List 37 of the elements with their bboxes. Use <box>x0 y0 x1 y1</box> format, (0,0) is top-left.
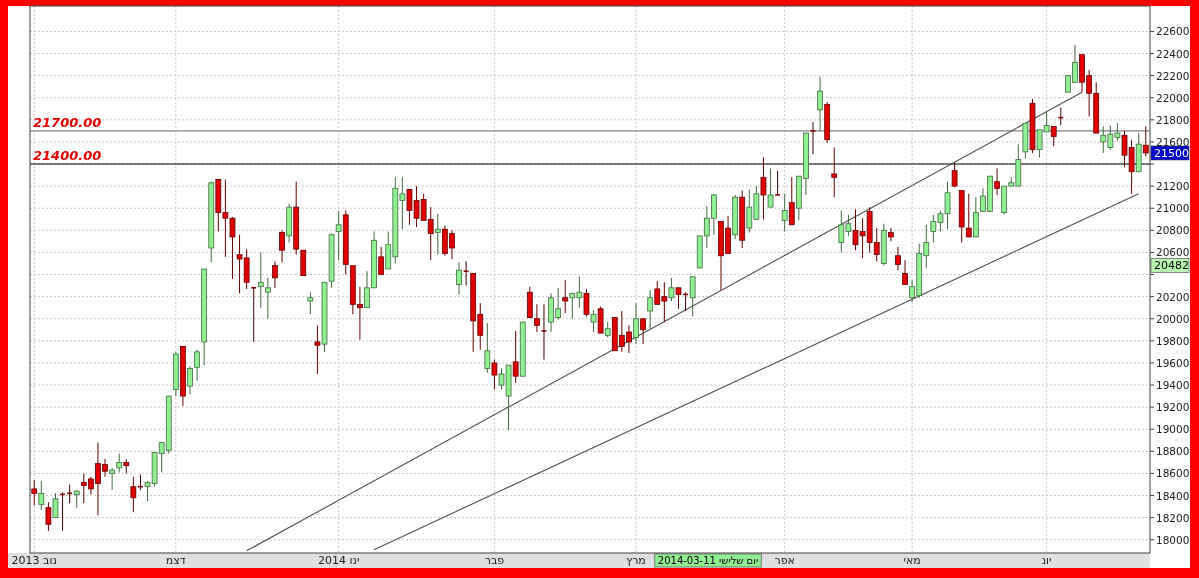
x-tick-label: מרץ <box>626 554 646 567</box>
annotation: 20482 <box>1154 259 1189 273</box>
y-tick-label: 22400 <box>1156 47 1190 60</box>
y-tick-label: 19800 <box>1156 334 1190 347</box>
y-tick-label: 18600 <box>1156 467 1190 480</box>
y-tick-label: 19000 <box>1156 423 1190 436</box>
x-tick-label: מאי <box>903 554 921 567</box>
y-tick-label: 20800 <box>1156 224 1190 237</box>
y-tick-label: 20000 <box>1156 312 1190 325</box>
x-tick-label: דצמ <box>165 554 186 567</box>
annotation: 20482 <box>1150 258 1190 273</box>
y-tick-label: 19400 <box>1156 379 1190 392</box>
x-tick-label: ינו 2014 <box>317 554 360 567</box>
x-tick-label: פבר <box>484 554 505 567</box>
y-tick-label: 18000 <box>1156 533 1190 546</box>
y-tick-label: 21200 <box>1156 180 1190 193</box>
y-tick-label: 18400 <box>1156 489 1190 502</box>
x-tick-label: נוב 2013 <box>11 554 57 567</box>
y-tick-label: 22600 <box>1156 25 1190 38</box>
annotation: 21500 <box>1150 145 1190 161</box>
y-tick-label: 22200 <box>1156 69 1190 82</box>
ref-line-label: 21400.00 <box>33 148 102 164</box>
x-tick-label: אפר <box>774 554 795 567</box>
y-tick-label: 20200 <box>1156 290 1190 303</box>
y-tick-label: 21000 <box>1156 202 1190 215</box>
y-tick-label: 20600 <box>1156 246 1190 259</box>
y-tick-label: 18800 <box>1156 445 1190 458</box>
y-tick-label: 19600 <box>1156 356 1190 369</box>
y-tick-label: 21600 <box>1156 135 1190 148</box>
y-tick-label: 21800 <box>1156 113 1190 126</box>
y-tick-label: 19200 <box>1156 401 1190 414</box>
annotation: 21500 <box>1154 146 1189 160</box>
ref-line-label: 21700.00 <box>33 114 102 130</box>
y-tick-label: 22000 <box>1156 91 1190 104</box>
x-tick-label: יונ <box>1041 554 1052 567</box>
y-tick-label: 18200 <box>1156 511 1190 524</box>
annotation: יום שלישי 2014-03-11 <box>654 553 762 568</box>
